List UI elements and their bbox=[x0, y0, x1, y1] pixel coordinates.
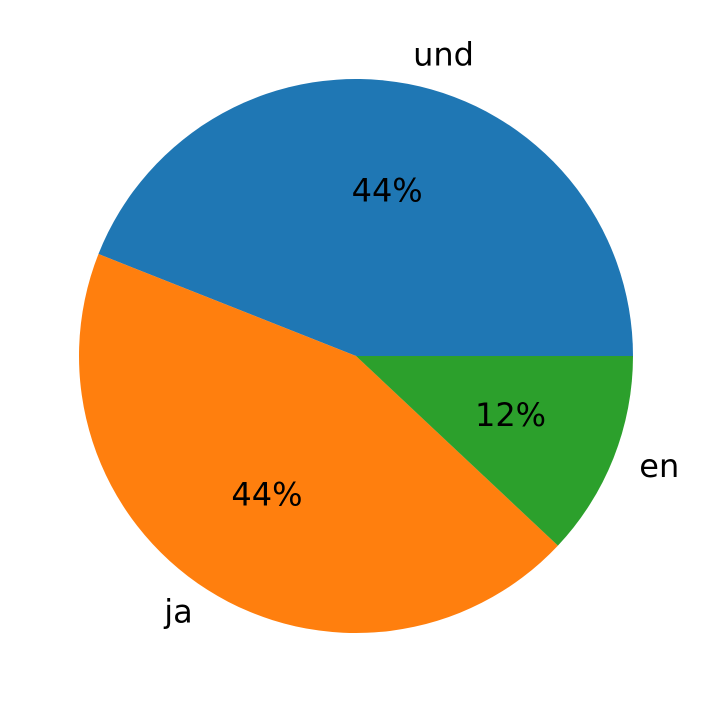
slice-label: ja bbox=[163, 592, 193, 630]
value-label: 12% bbox=[475, 396, 546, 434]
value-label: 44% bbox=[352, 172, 423, 210]
pie-slice bbox=[98, 78, 634, 356]
slice-label: en bbox=[639, 447, 679, 485]
slice-label: und bbox=[413, 36, 474, 74]
pie-slice bbox=[78, 254, 558, 634]
pie-slice bbox=[356, 356, 633, 546]
value-label: 44% bbox=[231, 475, 302, 513]
